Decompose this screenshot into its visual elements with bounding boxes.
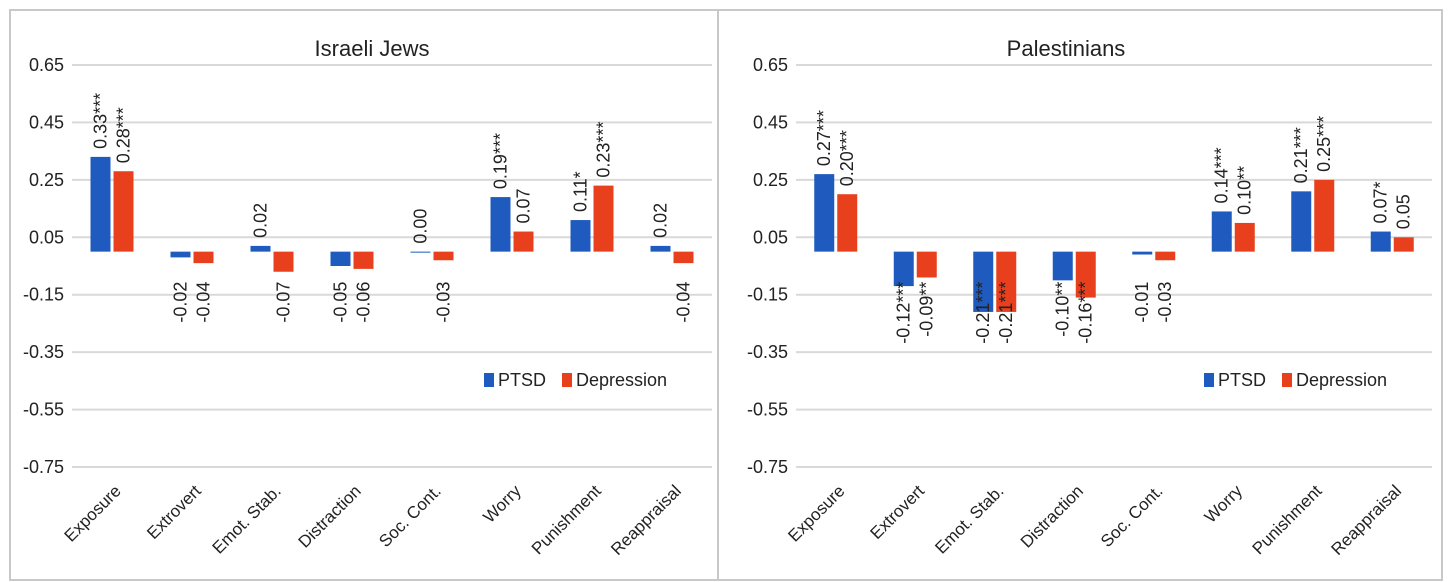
data-label-ptsd: -0.10** bbox=[1053, 282, 1073, 337]
y-tick-label: 0.45 bbox=[29, 112, 64, 132]
bar-ptsd-7 bbox=[1291, 191, 1312, 252]
data-label-ptsd: 0.27*** bbox=[814, 110, 834, 166]
data-label-ptsd: 0.21*** bbox=[1291, 127, 1311, 183]
bar-depression-5 bbox=[1155, 251, 1176, 261]
data-label-depression: 0.05 bbox=[1394, 194, 1414, 229]
data-label-ptsd: -0.01 bbox=[1132, 282, 1152, 323]
data-label-depression: 0.10** bbox=[1235, 166, 1255, 215]
legend-swatch-depression bbox=[562, 373, 572, 387]
data-label-ptsd: 0.07* bbox=[1371, 181, 1391, 223]
bar-ptsd-2 bbox=[893, 251, 914, 287]
data-label-depression: -0.03 bbox=[1155, 282, 1175, 323]
legend: PTSD Depression bbox=[1204, 370, 1387, 390]
chart-panel-1: Israeli Jews 0.65 0.45 0.25 0.05 -0.15 -0.35 -0… bbox=[9, 9, 719, 581]
data-label-depression: -0.09** bbox=[917, 282, 937, 337]
legend-swatch-ptsd bbox=[484, 373, 494, 387]
y-tick-label: -0.35 bbox=[23, 342, 64, 362]
y-tick-label: 0.05 bbox=[753, 227, 788, 247]
bar-depression-8 bbox=[673, 251, 694, 264]
y-tick-label: -0.75 bbox=[747, 457, 788, 477]
data-label-ptsd: -0.12*** bbox=[894, 282, 914, 344]
legend-label-depression: Depression bbox=[576, 370, 667, 390]
legend-label-depression: Depression bbox=[1296, 370, 1387, 390]
data-label-ptsd: 0.14*** bbox=[1212, 147, 1232, 203]
data-label-depression: -0.16*** bbox=[1076, 282, 1096, 344]
bar-depression-4 bbox=[353, 251, 374, 269]
bar-ptsd-6 bbox=[490, 197, 511, 252]
chart-title: Palestinians bbox=[1007, 36, 1126, 61]
bar-ptsd-7 bbox=[570, 220, 591, 252]
data-label-ptsd: 0.00 bbox=[411, 209, 431, 244]
data-label-depression: 0.25*** bbox=[1314, 116, 1334, 172]
bar-ptsd-8 bbox=[1370, 231, 1391, 252]
bar-ptsd-3 bbox=[973, 251, 994, 312]
chart-panel-2: Palestinians 0.65 0.45 0.25 0.05 -0.15 -0.35 -0… bbox=[717, 9, 1443, 581]
y-tick-label: -0.55 bbox=[747, 400, 788, 420]
data-label-ptsd: 0.11* bbox=[571, 171, 591, 212]
data-label-depression: 0.07 bbox=[514, 188, 534, 223]
data-label-ptsd: 0.33*** bbox=[91, 93, 111, 149]
bar-depression-3 bbox=[273, 251, 294, 272]
bar-ptsd-5 bbox=[410, 251, 431, 253]
data-label-depression: -0.03 bbox=[434, 282, 454, 323]
data-label-depression: -0.04 bbox=[194, 282, 214, 323]
bar-depression-5 bbox=[433, 251, 454, 261]
data-label-depression: -0.21*** bbox=[996, 282, 1016, 344]
data-label-ptsd: -0.05 bbox=[331, 282, 351, 323]
data-label-ptsd: -0.21*** bbox=[973, 282, 993, 344]
data-label-depression: -0.06 bbox=[354, 282, 374, 323]
bar-depression-6 bbox=[1234, 222, 1255, 252]
bar-depression-8 bbox=[1393, 237, 1414, 252]
data-label-depression: -0.07 bbox=[274, 282, 294, 323]
bar-depression-7 bbox=[593, 185, 614, 252]
bar-ptsd-2 bbox=[170, 251, 191, 258]
data-label-depression: 0.23*** bbox=[594, 122, 614, 178]
bar-depression-3 bbox=[996, 251, 1017, 312]
y-tick-label: 0.45 bbox=[753, 112, 788, 132]
bar-ptsd-5 bbox=[1132, 251, 1153, 255]
data-label-depression: 0.28*** bbox=[114, 107, 134, 163]
bar-ptsd-1 bbox=[814, 174, 835, 252]
bar-ptsd-4 bbox=[330, 251, 351, 266]
legend: PTSD Depression bbox=[484, 370, 667, 390]
bar-ptsd-6 bbox=[1211, 211, 1232, 252]
y-tick-label: -0.15 bbox=[747, 285, 788, 305]
bar-depression-2 bbox=[193, 251, 214, 264]
y-tick-label: 0.25 bbox=[753, 170, 788, 190]
data-label-ptsd: 0.19*** bbox=[491, 133, 511, 189]
legend-swatch-ptsd bbox=[1204, 373, 1214, 387]
y-tick-label: -0.15 bbox=[23, 285, 64, 305]
legend-label-ptsd: PTSD bbox=[1218, 370, 1266, 390]
y-tick-label: 0.65 bbox=[29, 55, 64, 75]
bar-depression-1 bbox=[113, 171, 134, 252]
bar-depression-1 bbox=[837, 194, 858, 252]
y-tick-label: 0.65 bbox=[753, 55, 788, 75]
y-tick-label: -0.35 bbox=[747, 342, 788, 362]
y-tick-label: 0.25 bbox=[29, 170, 64, 190]
bar-depression-6 bbox=[513, 231, 534, 252]
bar-ptsd-1 bbox=[90, 156, 111, 252]
chart-title: Israeli Jews bbox=[315, 36, 430, 61]
data-label-ptsd: -0.02 bbox=[171, 282, 191, 323]
bar-depression-4 bbox=[1075, 251, 1096, 298]
legend-swatch-depression bbox=[1282, 373, 1292, 387]
y-tick-label: -0.55 bbox=[23, 400, 64, 420]
bar-depression-7 bbox=[1314, 179, 1335, 252]
data-label-ptsd: 0.02 bbox=[651, 203, 671, 238]
y-tick-label: 0.05 bbox=[29, 227, 64, 247]
y-tick-label: -0.75 bbox=[23, 457, 64, 477]
data-label-ptsd: 0.02 bbox=[251, 203, 271, 238]
bar-ptsd-8 bbox=[650, 245, 671, 252]
bar-depression-2 bbox=[916, 251, 937, 278]
bar-ptsd-4 bbox=[1052, 251, 1073, 281]
legend-label-ptsd: PTSD bbox=[498, 370, 546, 390]
bar-ptsd-3 bbox=[250, 245, 271, 252]
data-label-depression: -0.04 bbox=[674, 282, 694, 323]
data-label-depression: 0.20*** bbox=[837, 130, 857, 186]
